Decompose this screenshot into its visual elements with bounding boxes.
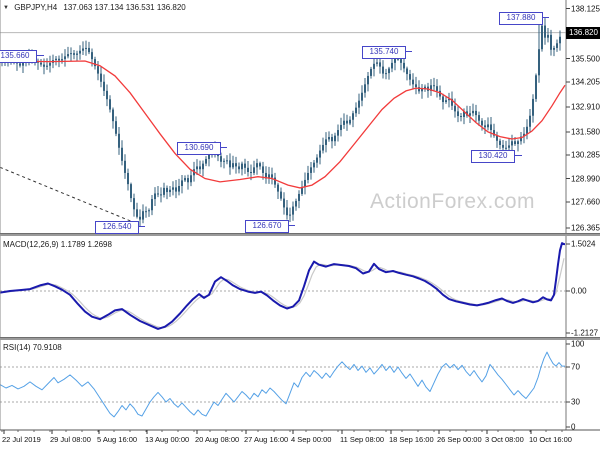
current-price-badge: 136.820 bbox=[566, 27, 600, 39]
price-axis-label: 132.910 bbox=[571, 102, 600, 112]
moving-average-line[interactable] bbox=[0, 60, 566, 189]
price-tag-line bbox=[543, 17, 549, 18]
price-tag-line bbox=[406, 51, 412, 52]
rsi-axis-label: 30 bbox=[571, 397, 580, 407]
macd-axis-label: 0.00 bbox=[571, 286, 587, 296]
price-axis-label: 126.365 bbox=[571, 223, 600, 233]
rsi-axis-label: 70 bbox=[571, 362, 580, 372]
macd-axis-label: 1.5024 bbox=[571, 239, 596, 249]
price-axis-label: 127.660 bbox=[571, 197, 600, 207]
price-tag[interactable]: 130.420 bbox=[471, 150, 515, 163]
rsi-line bbox=[0, 351, 565, 418]
rsi-axis-label: 0 bbox=[571, 422, 576, 432]
price-tag[interactable]: 126.540 bbox=[95, 221, 139, 234]
macd-indicator-label: MACD(12,26,9) 1.1789 1.2698 bbox=[3, 240, 112, 249]
price-tag-line bbox=[515, 155, 522, 156]
price-tag[interactable]: 135.740 bbox=[362, 46, 406, 59]
time-axis-label: 4 Sep 00:00 bbox=[291, 435, 332, 444]
time-axis-label: 13 Aug 00:00 bbox=[145, 435, 190, 444]
price-tag-line bbox=[37, 55, 44, 56]
price-axis-label: 135.500 bbox=[571, 54, 600, 63]
price-axis-label: 138.125 bbox=[571, 4, 600, 13]
price-axis-label: 128.990 bbox=[571, 174, 600, 183]
price-tag[interactable]: 137.880 bbox=[499, 12, 543, 25]
panel-separator[interactable] bbox=[0, 233, 600, 236]
time-axis-label: 22 Jul 2019 bbox=[2, 435, 41, 444]
price-axis-label: 130.285 bbox=[571, 150, 600, 160]
time-axis-label: 18 Sep 16:00 bbox=[389, 435, 434, 444]
chart-title: ▼ GBPJPY,H4 137.063 137.134 136.531 136.… bbox=[3, 3, 186, 12]
time-axis-label: 20 Aug 08:00 bbox=[195, 435, 240, 444]
price-tag[interactable]: 130.690 bbox=[177, 142, 221, 155]
rsi-panel bbox=[0, 351, 566, 418]
macd-main-line bbox=[0, 242, 565, 330]
trendline[interactable] bbox=[0, 166, 139, 225]
watermark: ActionForex.com bbox=[370, 190, 536, 213]
price-tag-line bbox=[139, 226, 145, 227]
macd-panel bbox=[0, 242, 566, 330]
panel-separator[interactable] bbox=[0, 337, 600, 340]
rsi-indicator-label: RSI(14) 70.9108 bbox=[3, 343, 62, 352]
time-axis-label: 27 Aug 16:00 bbox=[244, 435, 289, 444]
collapse-indicator-icon[interactable]: ▼ bbox=[3, 5, 9, 11]
price-tag-line bbox=[221, 147, 227, 148]
time-axis-label: 5 Aug 16:00 bbox=[97, 435, 138, 444]
price-axis-label: 134.205 bbox=[571, 77, 600, 87]
ohlc-values: 137.063 137.134 136.531 136.820 bbox=[63, 3, 186, 12]
price-tag[interactable]: 135.660 bbox=[0, 50, 37, 63]
rsi-axis-label: 100 bbox=[571, 339, 585, 349]
symbol-label: GBPJPY,H4 bbox=[14, 3, 58, 12]
time-axis-label: 26 Sep 00:00 bbox=[437, 435, 482, 444]
macd-signal-line bbox=[0, 258, 565, 329]
price-tag-line bbox=[289, 225, 295, 226]
time-axis-label: 3 Oct 08:00 bbox=[485, 435, 524, 444]
time-axis-label: 10 Oct 16:00 bbox=[529, 435, 572, 444]
price-tag[interactable]: 126.670 bbox=[245, 220, 289, 233]
time-axis-label: 11 Sep 08:00 bbox=[340, 435, 385, 444]
macd-axis-label: -1.2127 bbox=[571, 328, 599, 338]
time-axis-label: 29 Jul 08:00 bbox=[50, 435, 91, 444]
price-axis-label: 131.580 bbox=[571, 127, 600, 137]
